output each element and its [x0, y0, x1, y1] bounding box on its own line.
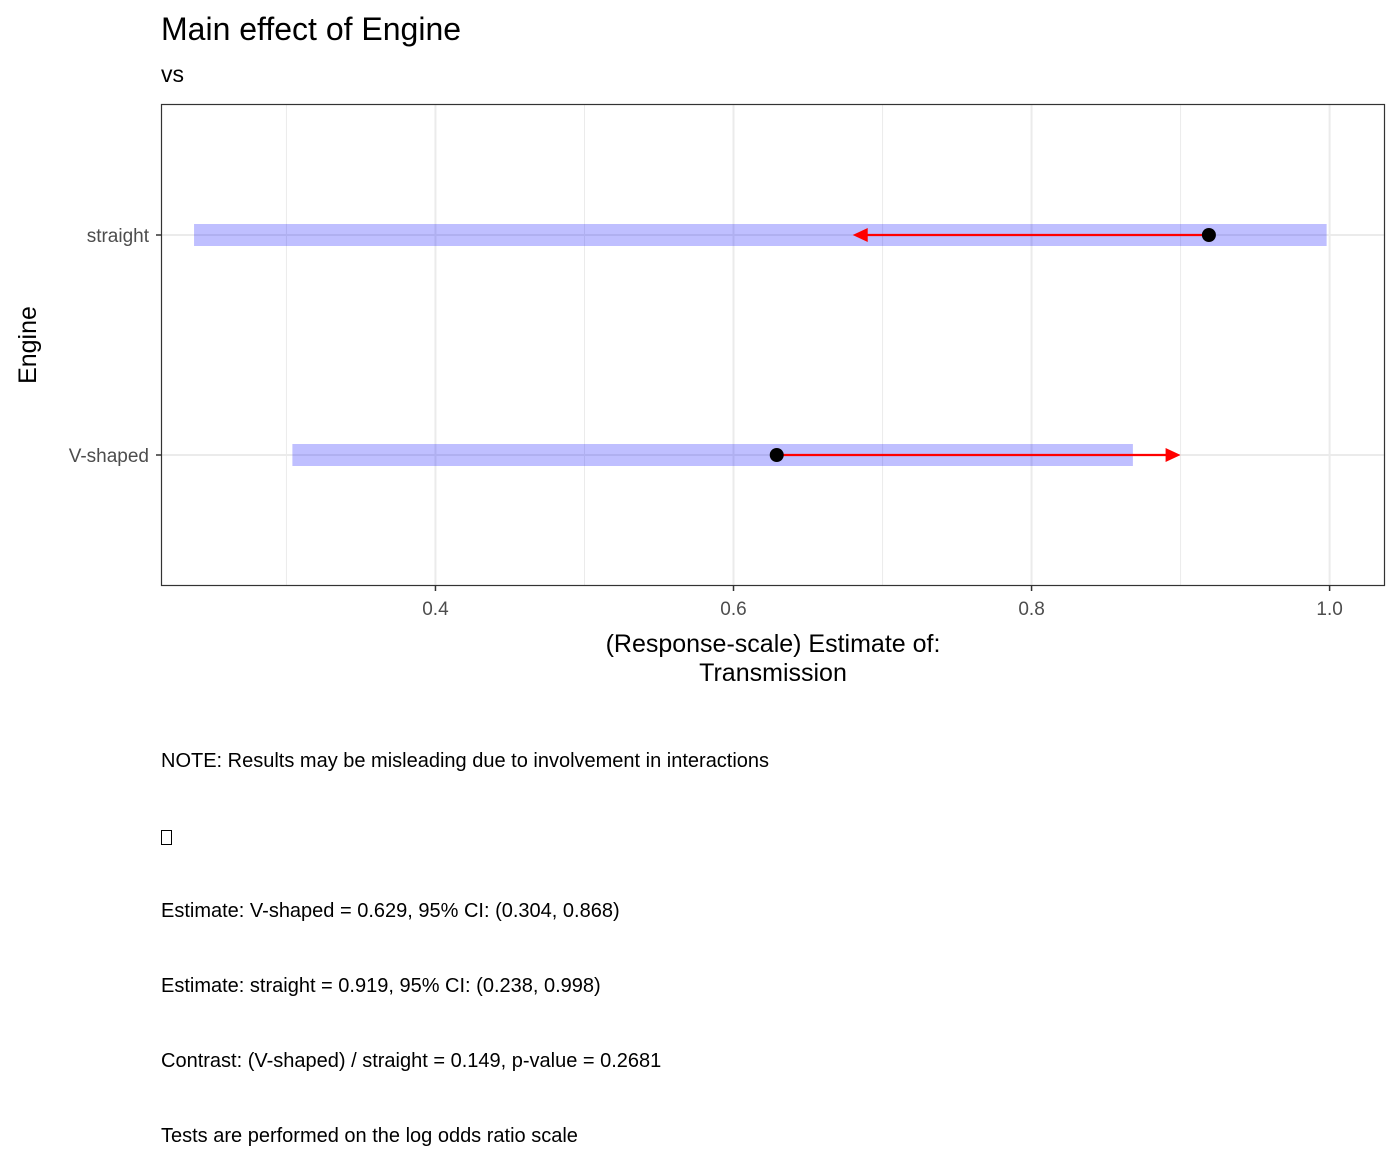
results-note: NOTE: Results may be misleading due to i…: [161, 699, 769, 1174]
y-axis-ticks: V-shaped straight: [69, 226, 162, 467]
contrast-arrows: [776, 228, 1209, 462]
y-tick-label-v-shaped: V-shaped: [69, 446, 149, 467]
estimate-points: [769, 228, 1216, 462]
chart-subtitle: vs: [161, 61, 184, 87]
contrast-arrow-straight: [852, 228, 1209, 242]
x-axis-title-line1: (Response-scale) Estimate of:: [606, 630, 941, 658]
x-tick-label: 0.6: [720, 599, 746, 620]
ci-band-straight: [194, 224, 1327, 246]
estimate-point-v-shaped: [769, 448, 784, 462]
note-box-line: [161, 824, 769, 849]
note-estimate-vshaped: Estimate: V-shaped = 0.629, 95% CI: (0.3…: [161, 900, 620, 922]
ci-band-v-shaped: [292, 444, 1133, 466]
note-scale: Tests are performed on the log odds rati…: [161, 1125, 578, 1147]
missing-glyph-box-icon: [161, 830, 172, 846]
x-tick-label: 0.8: [1018, 599, 1044, 620]
grid-lines: [162, 105, 1384, 585]
contrast-arrow-v-shaped: [776, 448, 1181, 462]
y-axis-title: Engine: [14, 306, 42, 384]
x-tick-label: 1.0: [1316, 599, 1342, 620]
note-contrast: Contrast: (V-shaped) / straight = 0.149,…: [161, 1050, 662, 1072]
chart: Main effect of Engine vs 0.4 0.6 0.8 1.0 V-…: [14, 11, 1386, 687]
note-warning: NOTE: Results may be misleading due to i…: [161, 750, 770, 772]
estimate-point-straight: [1201, 228, 1216, 242]
y-tick-label-straight: straight: [87, 226, 150, 247]
x-tick-label: 0.4: [422, 599, 449, 620]
confidence-bands: [194, 224, 1327, 466]
panel-border: [160, 103, 1386, 587]
chart-title: Main effect of Engine: [161, 11, 461, 47]
x-axis-ticks: 0.4 0.6 0.8 1.0: [422, 585, 1343, 620]
note-estimate-straight: Estimate: straight = 0.919, 95% CI: (0.2…: [161, 975, 601, 997]
x-axis-title-line2: Transmission: [699, 659, 847, 687]
